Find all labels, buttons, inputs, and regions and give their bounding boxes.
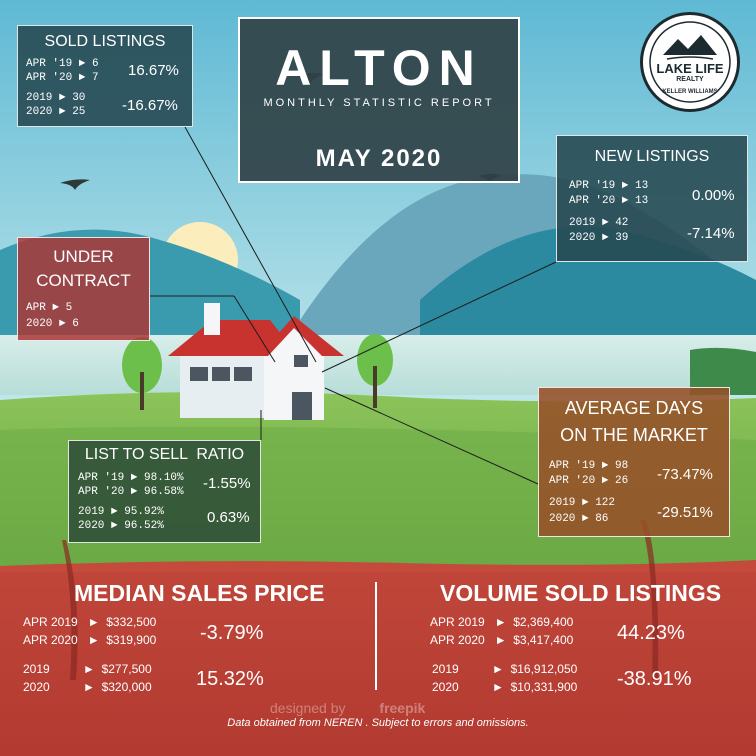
under-contract-2020-row: 2020 ► 6 [26, 318, 79, 330]
new-apr-change: 0.00% [692, 187, 735, 204]
freepik-label: freepik [379, 700, 426, 716]
volume-apr2019-row: APR 2019 ► $2,369,400 [430, 615, 574, 629]
volume-apr-change: 44.23% [617, 622, 685, 644]
median-2020-row: 2020 ► $320,000 [23, 680, 152, 694]
sold-apr20-row: APR '20 ► 7 [26, 72, 99, 84]
title-panel: ALTON MONTHLY STATISTIC REPORT MAY 2020 [238, 17, 520, 183]
days-on-market-panel: AVERAGE DAYS ON THE MARKET APR '19 ► 98 … [538, 387, 730, 537]
report-subtitle: MONTHLY STATISTIC REPORT [263, 97, 495, 109]
volume-2020-row: 2020 ► $10,331,900 [432, 680, 578, 694]
ratio-apr20-row: APR '20 ► 96.58% [78, 486, 184, 498]
city-title: ALTON [275, 40, 483, 96]
median-sales-price-title: MEDIAN SALES PRICE [74, 580, 325, 606]
logo-text-ring: KELLER WILLIAMS [662, 89, 718, 95]
median-apr2019-row: APR 2019 ► $332,500 [23, 615, 157, 629]
new-2020-row: 2020 ► 39 [569, 232, 629, 244]
designed-by-label: designed by [270, 700, 346, 716]
days-2019-row: 2019 ► 122 [549, 497, 616, 509]
list-to-sell-panel: LIST TO SELL RATIO APR '19 ► 98.10% APR … [68, 440, 261, 543]
median-2019-row: 2019 ► $277,500 [23, 662, 152, 676]
new-listings-panel: NEW LISTINGS APR '19 ► 13 APR '20 ► 13 0… [556, 135, 748, 262]
sold-listings-panel: SOLD LISTINGS APR '19 ► 6 APR '20 ► 7 16… [17, 25, 193, 127]
under-contract-title-line1: UNDER [53, 247, 114, 266]
logo-text-mid: REALTY [676, 76, 704, 83]
new-listings-title: NEW LISTINGS [594, 148, 710, 165]
days-title-line1: AVERAGE DAYS [564, 398, 704, 418]
ratio-apr-change: -1.55% [203, 475, 251, 492]
median-apr-change: -3.79% [200, 622, 264, 644]
ratio-apr19-row: APR '19 ► 98.10% [78, 472, 184, 484]
under-contract-apr-row: APR ► 5 [26, 302, 73, 314]
median-apr2020-row: APR 2020 ► $319,900 [23, 633, 157, 647]
under-contract-panel: UNDER CONTRACT APR ► 5 2020 ► 6 [17, 237, 150, 341]
days-2020-row: 2020 ► 86 [549, 513, 609, 525]
median-ytd-change: 15.32% [196, 668, 264, 690]
days-ytd-change: -29.51% [657, 504, 713, 521]
volume-apr2020-row: APR 2020 ► $3,417,400 [430, 633, 574, 647]
volume-sold-title: VOLUME SOLD LISTINGS [440, 580, 722, 606]
sold-2020-row: 2020 ► 25 [26, 106, 86, 118]
volume-ytd-change: -38.91% [617, 668, 692, 690]
logo-text-top: LAKE LIFE [656, 61, 724, 76]
sold-apr19-row: APR '19 ► 6 [26, 58, 99, 70]
under-contract-title-line2: CONTRACT [36, 271, 131, 290]
sold-ytd-change: -16.67% [122, 97, 178, 114]
realty-logo: LAKE LIFE REALTY KELLER WILLIAMS [640, 12, 740, 112]
data-disclaimer: Data obtained from NEREN . Subject to er… [227, 717, 529, 729]
new-2019-row: 2019 ► 42 [569, 217, 629, 229]
days-apr20-row: APR '20 ► 26 [549, 475, 629, 487]
volume-2019-row: 2019 ► $16,912,050 [432, 662, 578, 676]
days-apr-change: -73.47% [657, 466, 713, 483]
new-apr20-row: APR '20 ► 13 [569, 195, 649, 207]
ratio-2020-row: 2020 ► 96.52% [78, 520, 164, 532]
ratio-2019-row: 2019 ► 95.92% [78, 506, 164, 518]
new-ytd-change: -7.14% [687, 225, 735, 242]
sold-apr-change: 16.67% [128, 62, 179, 79]
mountain-icon [649, 21, 731, 103]
ratio-ytd-change: 0.63% [207, 509, 250, 526]
days-title-line2: ON THE MARKET [560, 425, 708, 445]
days-apr19-row: APR '19 ► 98 [549, 460, 629, 472]
list-to-sell-title: LIST TO SELL RATIO [84, 446, 245, 463]
section-divider [375, 582, 377, 690]
new-apr19-row: APR '19 ► 13 [569, 180, 649, 192]
report-period: MAY 2020 [315, 145, 443, 172]
designed-by-watermark: designed by freepik [270, 700, 425, 716]
sold-2019-row: 2019 ► 30 [26, 92, 86, 104]
sold-listings-title: SOLD LISTINGS [44, 33, 166, 50]
